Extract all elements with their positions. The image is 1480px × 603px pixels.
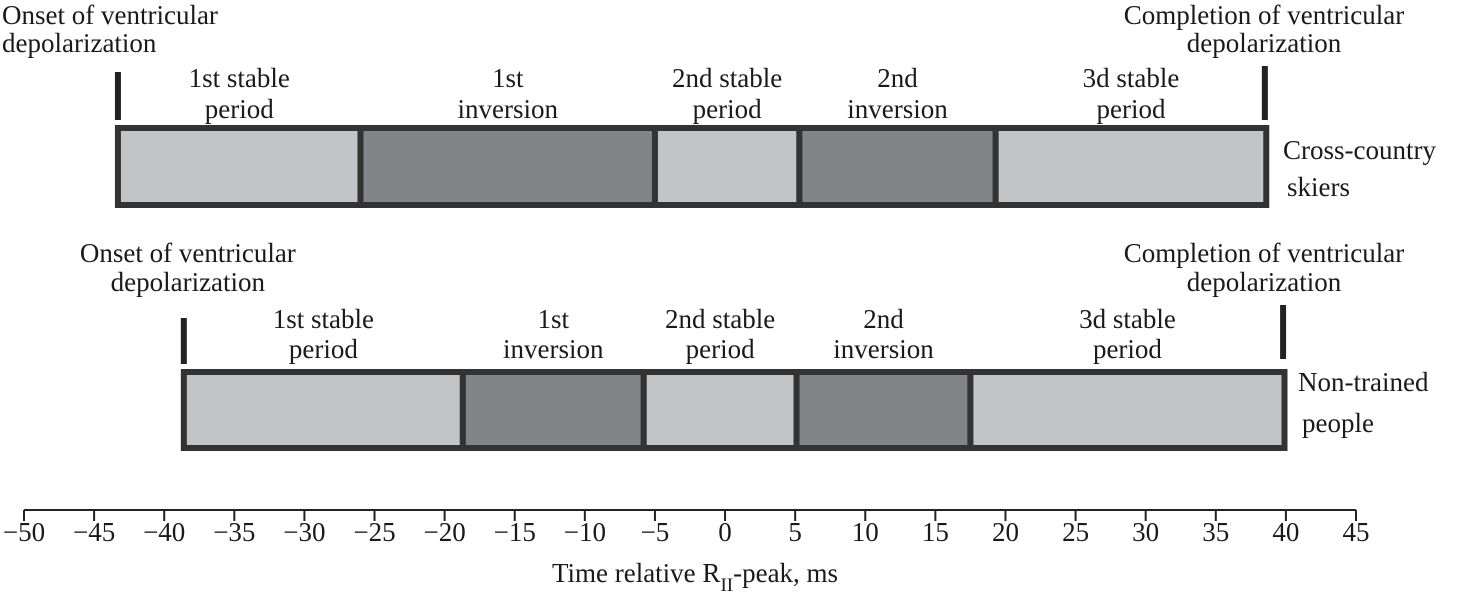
segment-label: period (686, 334, 755, 364)
segment-label: 1st stable (273, 304, 374, 334)
segment (180, 369, 466, 451)
segment-label: 1st (492, 63, 524, 93)
segment (459, 369, 647, 451)
segment-label: 1st stable (189, 63, 290, 93)
row-label: Non-trained (1298, 367, 1429, 397)
segment-label: 2nd (877, 63, 918, 93)
onset-label: Onset of ventricular (2, 0, 218, 30)
completion-label: depolarization (1187, 267, 1342, 297)
x-tick-label: 30 (1132, 517, 1159, 547)
segment-label: inversion (503, 334, 604, 364)
x-tick-label: −35 (213, 517, 255, 547)
segment-label: period (1096, 94, 1165, 124)
segment-label: 3d stable (1079, 304, 1176, 334)
x-axis-label: Time relative RII-peak, ms (552, 558, 838, 596)
segment-label: inversion (833, 334, 934, 364)
x-axis-label-part: II (720, 575, 733, 596)
x-tick-label: 35 (1202, 517, 1229, 547)
x-tick-label: −25 (353, 517, 395, 547)
segment-label: period (205, 94, 274, 124)
x-tick-label: 45 (1343, 517, 1370, 547)
segment-label: inversion (847, 94, 948, 124)
segment (114, 125, 364, 208)
segment (357, 125, 658, 208)
x-tick-label: −15 (494, 517, 536, 547)
x-tick-label: 10 (852, 517, 879, 547)
onset-label: Onset of ventricular (80, 238, 296, 268)
x-tick-label: 15 (922, 517, 949, 547)
onset-label: depolarization (2, 28, 157, 58)
segment (796, 125, 999, 208)
segment-label: period (1093, 334, 1162, 364)
segment-label: 3d stable (1083, 63, 1180, 93)
x-tick-label: −10 (564, 517, 606, 547)
segment-label: period (289, 334, 358, 364)
segment-label: 1st (538, 304, 570, 334)
segment (992, 125, 1270, 208)
segment-label: period (693, 94, 762, 124)
x-tick-label: 5 (788, 517, 802, 547)
segment-label: 2nd stable (665, 304, 775, 334)
segment (640, 369, 800, 451)
x-tick-label: −5 (641, 517, 670, 547)
segment-label: 2nd (863, 304, 904, 334)
segment (967, 369, 1288, 451)
x-axis-label-part: Time relative R (552, 558, 721, 588)
row-label: Cross-country (1283, 135, 1436, 165)
x-tick-label: −50 (3, 517, 45, 547)
completion-label: Completion of ventricular (1124, 0, 1404, 30)
segment (793, 369, 974, 451)
x-tick-label: 25 (1062, 517, 1089, 547)
segment-label: 2nd stable (672, 63, 782, 93)
x-tick-label: 0 (718, 517, 732, 547)
completion-label: depolarization (1187, 28, 1342, 58)
onset-label: depolarization (111, 267, 266, 297)
segment-label: inversion (457, 94, 558, 124)
row-label: people (1302, 408, 1374, 438)
completion-label: Completion of ventricular (1124, 238, 1404, 268)
x-tick-label: −20 (424, 517, 466, 547)
segment (651, 125, 803, 208)
x-tick-label: 20 (992, 517, 1019, 547)
x-tick-label: −45 (73, 517, 115, 547)
x-tick-label: −40 (143, 517, 185, 547)
x-tick-label: −30 (283, 517, 325, 547)
row-label: skiers (1287, 172, 1350, 202)
x-axis-label-part: -peak, ms (733, 558, 838, 588)
x-tick-label: 40 (1272, 517, 1299, 547)
